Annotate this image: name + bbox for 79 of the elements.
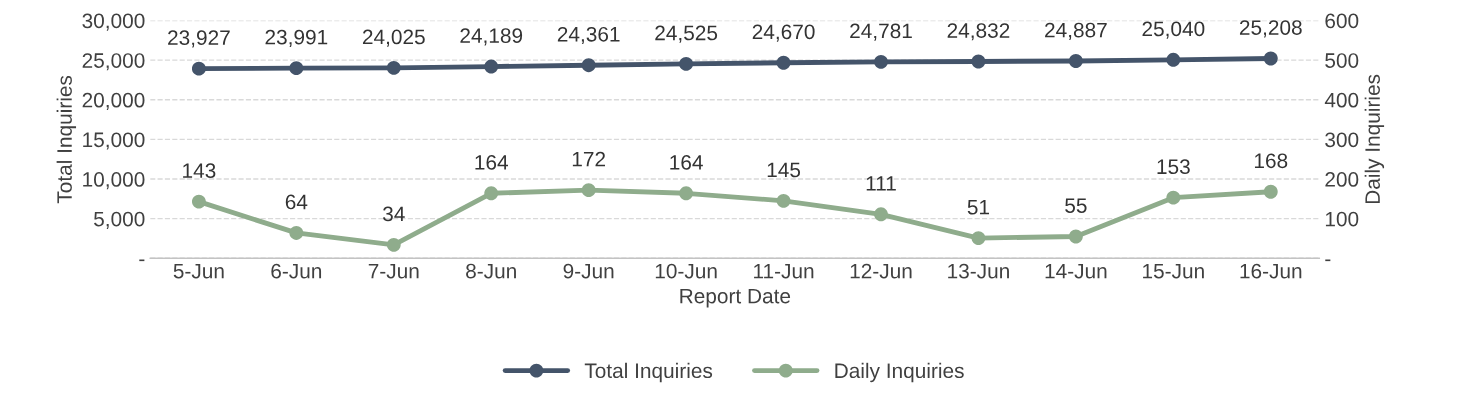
x-tick-label: 14-Jun bbox=[1045, 263, 1107, 279]
point bbox=[776, 55, 791, 70]
data-label: 24,525 bbox=[655, 25, 718, 43]
data-label: 64 bbox=[285, 194, 308, 210]
point bbox=[386, 237, 401, 252]
x-tick-label: 11-Jun bbox=[754, 263, 814, 279]
x-tick-label: 6-Jun bbox=[271, 263, 322, 279]
data-label: 24,781 bbox=[850, 23, 912, 41]
data-label: 25,208 bbox=[1239, 20, 1302, 38]
y-tick-label: 20,000 bbox=[82, 92, 145, 110]
x-tick-label: 9-Jun bbox=[563, 263, 614, 279]
x-tick-label: 10-Jun bbox=[655, 263, 717, 279]
point bbox=[874, 54, 888, 69]
data-label: 164 bbox=[670, 154, 703, 170]
point bbox=[484, 59, 499, 74]
point bbox=[386, 60, 401, 75]
point bbox=[776, 193, 791, 208]
data-label: 164 bbox=[475, 154, 508, 170]
data-label: 24,670 bbox=[752, 24, 815, 42]
y2-tick-label: 400 bbox=[1324, 92, 1359, 108]
y2-tick-label: - bbox=[1325, 259, 1331, 262]
point bbox=[289, 225, 304, 240]
point bbox=[191, 194, 206, 209]
point bbox=[581, 58, 596, 73]
data-label: 24,887 bbox=[1045, 22, 1107, 40]
data-label: 23,991 bbox=[265, 29, 328, 48]
data-label: 51 bbox=[967, 199, 990, 215]
point bbox=[484, 186, 499, 201]
data-label: 145 bbox=[767, 162, 801, 178]
y2-tick-label: 600 bbox=[1325, 13, 1359, 29]
y-tick-label: 25,000 bbox=[82, 53, 145, 71]
x-tick-label: 7-Jun bbox=[368, 263, 419, 279]
data-label: 23,927 bbox=[168, 30, 230, 48]
data-label: 24,361 bbox=[557, 26, 620, 45]
point bbox=[191, 61, 206, 76]
y-axis-title: Total Inquiries bbox=[56, 75, 77, 204]
data-label: 111 bbox=[866, 176, 896, 191]
point bbox=[1166, 52, 1181, 67]
data-label: 168 bbox=[1254, 153, 1288, 169]
x-tick-label: 15-Jun bbox=[1143, 263, 1204, 279]
y2-tick-label: 300 bbox=[1325, 132, 1359, 148]
data-label: 143 bbox=[183, 163, 216, 179]
x-tick-label: 12-Jun bbox=[850, 263, 912, 279]
data-label: 24,025 bbox=[362, 29, 425, 47]
data-label: 25,040 bbox=[1142, 21, 1205, 39]
x-tick-label: 16-Jun bbox=[1240, 263, 1302, 279]
x-tick-label: 13-Jun bbox=[948, 263, 1009, 279]
data-label: 24,189 bbox=[460, 28, 523, 46]
data-label: 172 bbox=[572, 151, 605, 167]
point bbox=[1068, 229, 1083, 244]
point bbox=[971, 54, 986, 69]
y2-tick-label: 500 bbox=[1325, 53, 1359, 68]
y-tick-label: 15,000 bbox=[83, 132, 145, 150]
point bbox=[971, 231, 986, 246]
y2-axis-title: Daily Inquiries bbox=[1364, 74, 1385, 204]
point bbox=[1263, 51, 1278, 66]
point bbox=[1166, 190, 1181, 205]
y-tick-label: 5,000 bbox=[94, 211, 145, 229]
data-label: 34 bbox=[382, 206, 405, 222]
legend-label: Daily Inquiries bbox=[835, 362, 964, 383]
y2-tick-label: 100 bbox=[1325, 211, 1359, 227]
point bbox=[874, 207, 888, 222]
point bbox=[679, 56, 694, 71]
y-tick-label: 10,000 bbox=[83, 172, 145, 190]
point bbox=[289, 61, 304, 76]
data-label: 24,832 bbox=[947, 23, 1010, 41]
x-tick-label: 8-Jun bbox=[466, 263, 516, 279]
x-axis-title: Report Date bbox=[680, 288, 791, 308]
y-tick-label: 30,000 bbox=[82, 13, 145, 31]
y2-tick-label: 200 bbox=[1325, 172, 1359, 187]
point bbox=[1263, 184, 1278, 199]
point bbox=[581, 183, 596, 198]
y-tick-label: - bbox=[139, 259, 145, 262]
point bbox=[679, 186, 694, 201]
point bbox=[1068, 54, 1083, 68]
x-tick-label: 5-Jun bbox=[173, 263, 224, 279]
legend-label: Total Inquiries bbox=[584, 362, 713, 383]
data-label: 55 bbox=[1065, 198, 1087, 213]
data-label: 153 bbox=[1157, 159, 1190, 175]
